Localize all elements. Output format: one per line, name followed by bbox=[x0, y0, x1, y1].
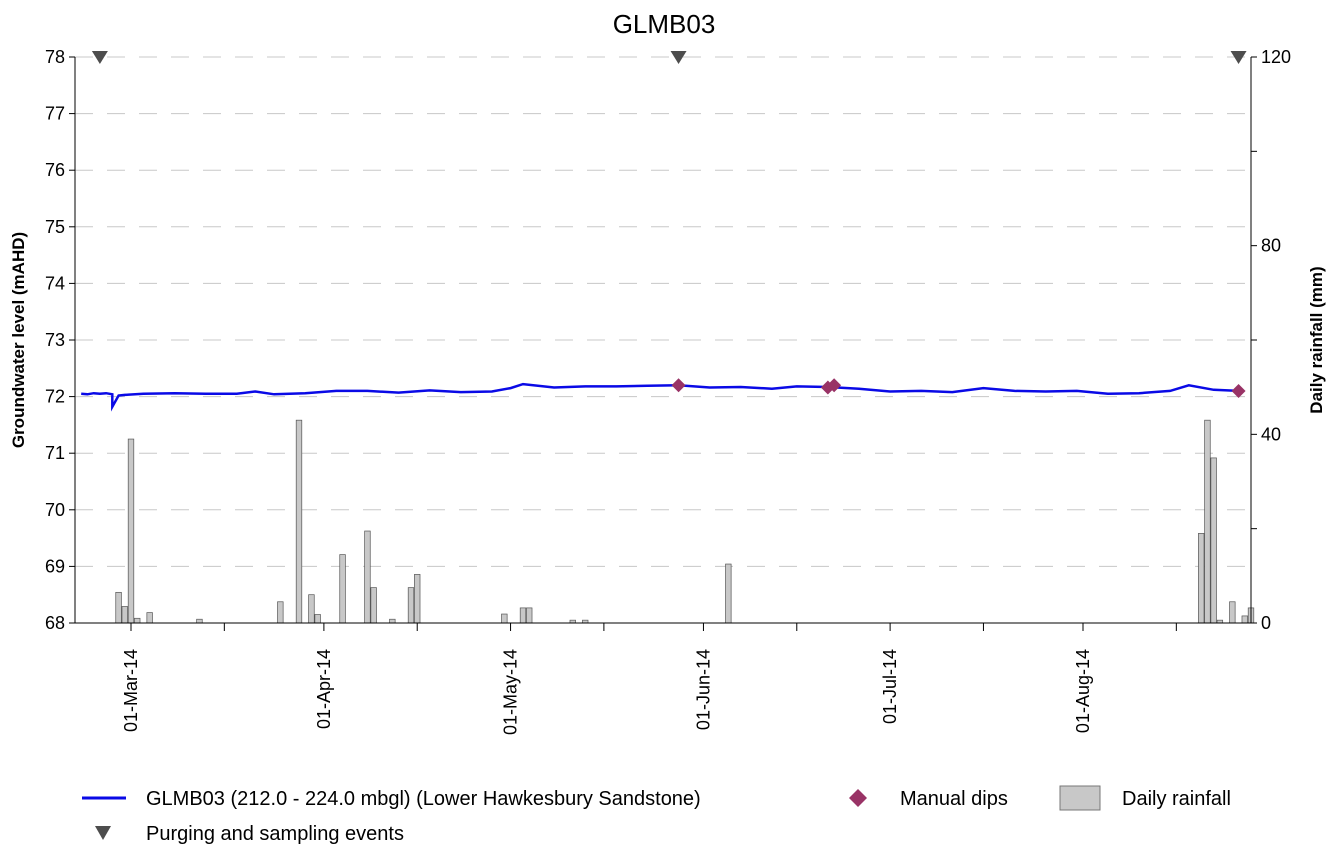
rainfall-bar bbox=[196, 618, 203, 624]
y2-tick-label: 80 bbox=[1261, 236, 1281, 256]
y-tick-label: 75 bbox=[45, 217, 65, 237]
y-tick-label: 74 bbox=[45, 273, 65, 293]
manual-dip-marker bbox=[827, 378, 842, 393]
y2-tick-label: 120 bbox=[1261, 47, 1291, 67]
rainfall-bar bbox=[370, 587, 377, 624]
rainfall-bar bbox=[389, 618, 396, 624]
rainfall-bar bbox=[314, 614, 321, 624]
legend-dips-label: Manual dips bbox=[900, 788, 1008, 810]
rainfall-bar bbox=[1229, 601, 1236, 624]
left-y-ticks: 68 69 70 71 72 73 74 75 76 77 78 bbox=[45, 47, 75, 633]
legend-level-label: GLMB03 (212.0 - 224.0 mbgl) (Lower Hawke… bbox=[146, 788, 701, 810]
rainfall-bar bbox=[127, 438, 135, 624]
y2-tick-label: 0 bbox=[1261, 613, 1271, 633]
legend-rain-swatch bbox=[1059, 785, 1101, 811]
sampling-event-marker bbox=[91, 51, 108, 64]
chart-title: GLMB03 bbox=[613, 9, 716, 39]
y-tick-label: 70 bbox=[45, 500, 65, 520]
rainfall-bar bbox=[1204, 419, 1211, 624]
rainfall-bars bbox=[115, 419, 1255, 624]
rainfall-bar bbox=[501, 613, 508, 624]
legend-rain-label: Daily rainfall bbox=[1122, 788, 1231, 810]
rainfall-bar bbox=[134, 617, 141, 624]
y2-axis-label: Daily rainfall (mm) bbox=[1307, 266, 1326, 413]
x-tick-label: 01-Aug-14 bbox=[1073, 649, 1093, 733]
right-y-ticks: 0 40 80 120 bbox=[1251, 47, 1291, 633]
rainfall-bar bbox=[115, 591, 122, 624]
y2-tick-label: 40 bbox=[1261, 424, 1281, 444]
rainfall-bar bbox=[364, 530, 371, 624]
rainfall-bar bbox=[725, 563, 732, 624]
y-tick-label: 68 bbox=[45, 613, 65, 633]
legend: GLMB03 (212.0 - 224.0 mbgl) (Lower Hawke… bbox=[82, 785, 1231, 845]
rainfall-bar bbox=[146, 612, 153, 624]
x-tick-label: 01-Jul-14 bbox=[880, 649, 900, 724]
x-tick-label: 01-Jun-14 bbox=[693, 649, 713, 730]
gridlines bbox=[75, 56, 1251, 567]
y-tick-label: 73 bbox=[45, 330, 65, 350]
rainfall-bar bbox=[339, 554, 346, 624]
rainfall-bar bbox=[121, 606, 128, 624]
y-tick-label: 72 bbox=[45, 387, 65, 407]
rainfall-bar bbox=[277, 601, 284, 624]
rainfall-bar bbox=[519, 607, 527, 624]
rainfall-bar bbox=[1241, 615, 1248, 624]
y-tick-label: 71 bbox=[45, 443, 65, 463]
x-tick-label: 01-May-14 bbox=[501, 649, 521, 735]
rainfall-bar bbox=[1210, 457, 1217, 624]
y-axis-label: Groundwater level (mAHD) bbox=[9, 232, 28, 448]
y-tick-label: 76 bbox=[45, 160, 65, 180]
x-tick-label: 01-Apr-14 bbox=[314, 649, 334, 729]
rainfall-bar bbox=[526, 607, 533, 624]
legend-events-label: Purging and sampling events bbox=[146, 823, 404, 845]
sampling-event-marker bbox=[670, 51, 687, 64]
manual-dips-markers bbox=[671, 378, 1246, 398]
y-tick-label: 78 bbox=[45, 47, 65, 67]
sampling-event-markers bbox=[91, 51, 1247, 64]
x-ticks: 01-Mar-14 01-Apr-14 01-May-14 01-Jun-14 01-J… bbox=[121, 623, 1177, 735]
x-tick-label: 01-Mar-14 bbox=[121, 649, 141, 732]
rainfall-bar bbox=[414, 574, 421, 624]
manual-dip-marker bbox=[1231, 383, 1246, 398]
rainfall-bar bbox=[407, 587, 415, 624]
rainfall-bar bbox=[1198, 533, 1205, 624]
groundwater-level-line bbox=[81, 382, 1239, 412]
rainfall-bar bbox=[308, 594, 315, 624]
legend-events-swatch bbox=[95, 826, 111, 840]
y-tick-label: 69 bbox=[45, 556, 65, 576]
sampling-event-marker bbox=[1230, 51, 1247, 64]
y-tick-label: 77 bbox=[45, 104, 65, 124]
legend-dips-swatch bbox=[849, 789, 867, 807]
manual-dip-marker bbox=[671, 378, 686, 393]
rainfall-bar bbox=[295, 419, 303, 624]
